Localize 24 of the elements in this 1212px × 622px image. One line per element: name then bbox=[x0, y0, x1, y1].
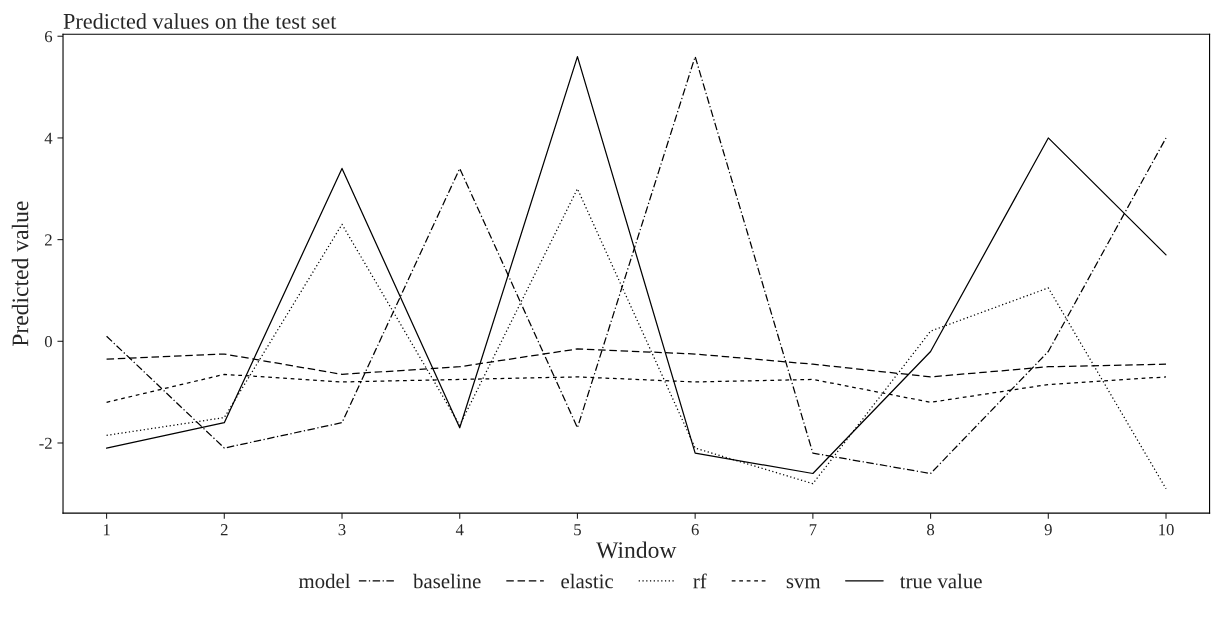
legend-label: svm bbox=[786, 578, 821, 589]
legend-label: true value bbox=[900, 573, 982, 589]
y-axis-title: Predicted value bbox=[11, 201, 29, 347]
y-tick-label: 0 bbox=[44, 336, 52, 348]
x-tick-label: 9 bbox=[1044, 524, 1052, 536]
x-tick-label: 7 bbox=[809, 524, 817, 536]
x-tick-label: 6 bbox=[691, 524, 699, 536]
x-axis-title: Window bbox=[596, 541, 677, 559]
legend-label: rf bbox=[693, 573, 707, 589]
legend-label: baseline bbox=[413, 573, 481, 589]
y-tick-label: 4 bbox=[44, 132, 53, 144]
x-tick-label: 8 bbox=[927, 524, 935, 536]
y-tick-label: 2 bbox=[45, 234, 52, 246]
y-tick-label: -2 bbox=[39, 437, 52, 449]
legend-title: model bbox=[298, 573, 351, 589]
x-tick-label: 4 bbox=[455, 524, 464, 536]
chart-title: Predicted values on the test set bbox=[63, 13, 337, 29]
legend-label: elastic bbox=[561, 573, 614, 589]
x-tick-label: 2 bbox=[220, 524, 228, 536]
x-tick-label: 3 bbox=[338, 524, 346, 536]
y-tick-label: 6 bbox=[44, 30, 53, 43]
x-tick-label: 10 bbox=[1159, 524, 1174, 536]
x-tick-label: 5 bbox=[574, 524, 581, 536]
x-tick-label: 1 bbox=[103, 524, 110, 536]
